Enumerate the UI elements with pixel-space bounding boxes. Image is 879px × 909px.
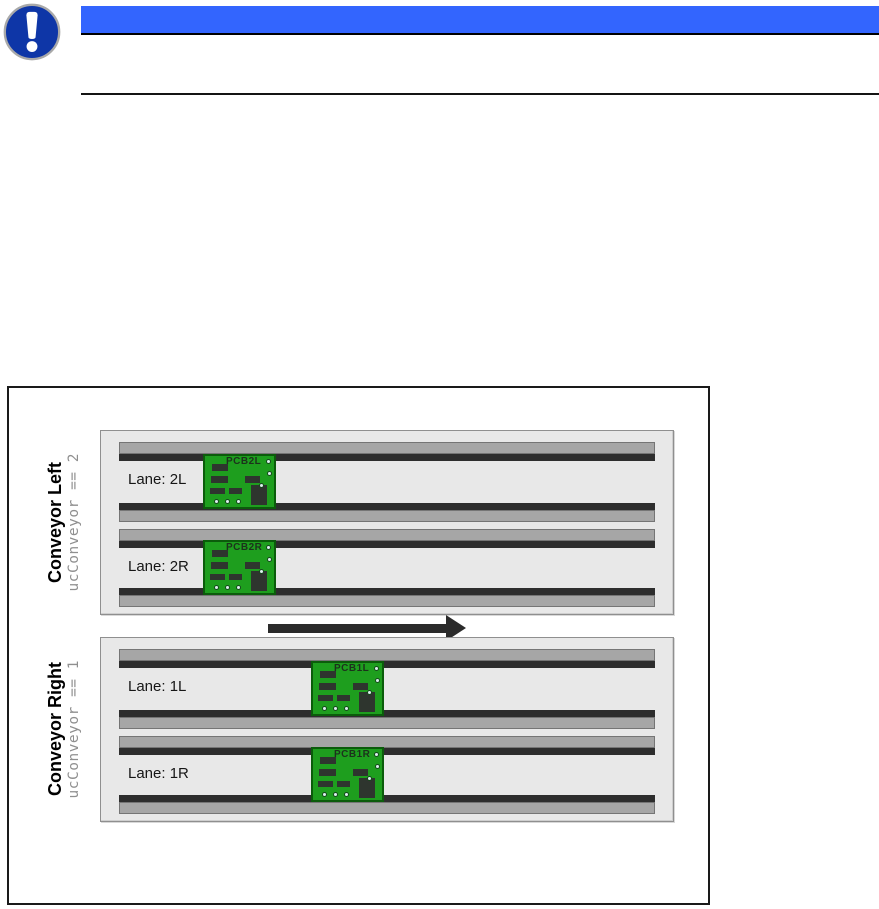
belt-stripe bbox=[119, 454, 655, 461]
solder-pad bbox=[267, 471, 272, 476]
conveyor-left-box: Lane: 2L Lane: 2R PCB2L PCB2R bbox=[100, 430, 674, 615]
solder-pad bbox=[214, 585, 219, 590]
mandatory-exclamation-icon bbox=[2, 2, 62, 62]
solder-pad bbox=[266, 459, 271, 464]
pcb-component bbox=[212, 550, 228, 557]
solder-pad bbox=[236, 499, 241, 504]
pcb-component bbox=[337, 695, 350, 701]
pcb-ic-chip bbox=[251, 571, 267, 591]
solder-pad bbox=[259, 569, 264, 574]
solder-pad bbox=[367, 690, 372, 695]
pcb-ic-chip bbox=[251, 485, 267, 505]
solder-pad bbox=[259, 483, 264, 488]
pcb-component bbox=[353, 769, 368, 776]
solder-pad bbox=[333, 792, 338, 797]
pcb-component bbox=[245, 562, 260, 569]
pcb-component bbox=[211, 562, 228, 569]
pcb-component bbox=[211, 476, 228, 483]
conveyor-left-code: ucConveyor == 2 bbox=[65, 453, 82, 592]
belt-stripe bbox=[119, 588, 655, 595]
pcb-component bbox=[212, 464, 228, 471]
conveyor-right-box: Lane: 1L Lane: 1R PCB1L PCB1R bbox=[100, 637, 674, 822]
belt-stripe bbox=[119, 748, 655, 755]
rail bbox=[119, 736, 655, 748]
header-bar bbox=[81, 6, 879, 35]
rail bbox=[119, 649, 655, 661]
conveyor-right-title: Conveyor Right bbox=[44, 662, 65, 797]
pcb-1r: PCB1R bbox=[311, 747, 384, 802]
pcb-component bbox=[320, 671, 336, 678]
pcb-2r-label: PCB2R bbox=[226, 542, 263, 553]
belt-stripe bbox=[119, 503, 655, 510]
arrow-head-icon bbox=[446, 615, 466, 641]
pcb-component bbox=[318, 695, 333, 701]
lane-label-1l: Lane: 1L bbox=[128, 678, 187, 695]
rail bbox=[119, 717, 655, 729]
pcb-component bbox=[229, 488, 242, 494]
solder-pad bbox=[225, 499, 230, 504]
lane-label-2r: Lane: 2R bbox=[128, 558, 189, 575]
pcb-component bbox=[210, 488, 225, 494]
pcb-component bbox=[319, 683, 336, 690]
solder-pad bbox=[236, 585, 241, 590]
conveyor-left-labels: Conveyor Left ucConveyor == 2 bbox=[27, 430, 99, 615]
pcb-1l: PCB1L bbox=[311, 661, 384, 716]
pcb-component bbox=[210, 574, 225, 580]
rail bbox=[119, 802, 655, 814]
rail bbox=[119, 595, 655, 607]
belt-stripe bbox=[119, 541, 655, 548]
conveyor-left-title: Conveyor Left bbox=[44, 461, 65, 584]
pcb-2l-label: PCB2L bbox=[226, 456, 262, 467]
pcb-1r-label: PCB1R bbox=[334, 749, 371, 760]
belt-stripe bbox=[119, 710, 655, 717]
pcb-ic-chip bbox=[359, 692, 375, 712]
solder-pad bbox=[214, 499, 219, 504]
solder-pad bbox=[344, 792, 349, 797]
pcb-component bbox=[245, 476, 260, 483]
solder-pad bbox=[374, 666, 379, 671]
pcb-component bbox=[229, 574, 242, 580]
conveyor-right-labels: Conveyor Right ucConveyor == 1 bbox=[27, 637, 99, 822]
solder-pad bbox=[375, 764, 380, 769]
solder-pad bbox=[267, 557, 272, 562]
pcb-component bbox=[320, 757, 336, 764]
pcb-component bbox=[319, 769, 336, 776]
solder-pad bbox=[344, 706, 349, 711]
solder-pad bbox=[374, 752, 379, 757]
solder-pad bbox=[266, 545, 271, 550]
lane-label-2l: Lane: 2L bbox=[128, 471, 187, 488]
rail bbox=[119, 442, 655, 454]
pcb-1l-label: PCB1L bbox=[334, 663, 370, 674]
pcb-component bbox=[353, 683, 368, 690]
rail bbox=[119, 529, 655, 541]
solder-pad bbox=[225, 585, 230, 590]
pcb-ic-chip bbox=[359, 778, 375, 798]
solder-pad bbox=[375, 678, 380, 683]
flow-direction-arrow bbox=[268, 615, 466, 641]
pcb-2r: PCB2R bbox=[203, 540, 276, 595]
conveyor-right-code: ucConveyor == 1 bbox=[65, 660, 82, 799]
exclamation-circle-icon bbox=[3, 3, 61, 61]
pcb-component bbox=[318, 781, 333, 787]
conveyor-diagram-frame: Conveyor Left ucConveyor == 2 Lane: 2L L… bbox=[7, 386, 710, 905]
pcb-2l: PCB2L bbox=[203, 454, 276, 509]
header-rule bbox=[81, 93, 879, 95]
solder-pad bbox=[322, 792, 327, 797]
belt-stripe bbox=[119, 795, 655, 802]
pcb-component bbox=[337, 781, 350, 787]
rail bbox=[119, 510, 655, 522]
solder-pad bbox=[333, 706, 338, 711]
lane-label-1r: Lane: 1R bbox=[128, 765, 189, 782]
solder-pad bbox=[367, 776, 372, 781]
arrow-shaft bbox=[268, 624, 446, 633]
solder-pad bbox=[322, 706, 327, 711]
belt-stripe bbox=[119, 661, 655, 668]
